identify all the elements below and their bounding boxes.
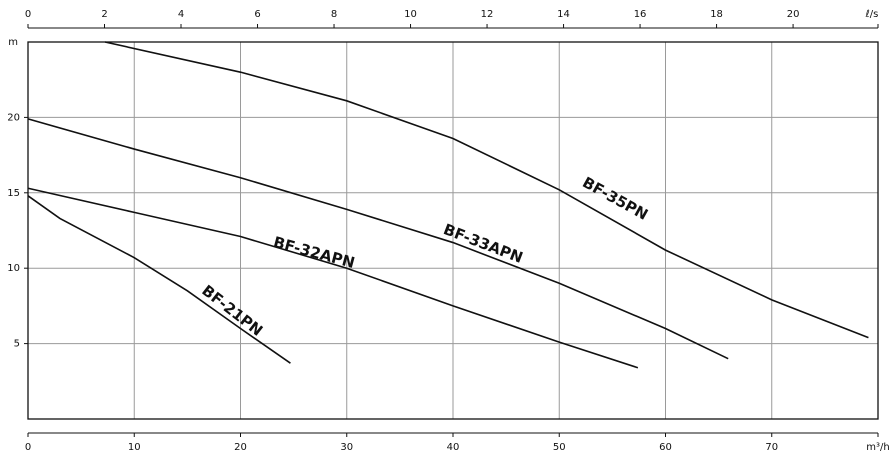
x-tick-label: 70 — [765, 442, 778, 453]
x-tick-label: 0 — [25, 442, 31, 453]
y-tick-label: 20 — [7, 112, 20, 123]
x-tick-label: 20 — [234, 442, 247, 453]
x2-tick-label: 8 — [331, 9, 337, 20]
x-axis-label: m³/h — [866, 442, 889, 453]
x2-tick-label: 6 — [254, 9, 260, 20]
y-tick-label: 5 — [14, 339, 20, 350]
x2-tick-label: 4 — [178, 9, 184, 20]
y-tick-label: 15 — [7, 188, 20, 199]
curve-label: BF-32APN — [271, 233, 356, 272]
x2-tick-label: 14 — [557, 9, 570, 20]
pump-curve — [27, 187, 639, 369]
x-tick-label: 60 — [659, 442, 672, 453]
x2-tick-label: 16 — [634, 9, 647, 20]
plot-frame — [27, 41, 879, 420]
x2-tick-label: 10 — [404, 9, 417, 20]
pump-curve — [27, 118, 729, 360]
x-tick-label: 40 — [447, 442, 460, 453]
x2-tick-label: 0 — [25, 9, 31, 20]
x2-tick-label: 12 — [481, 9, 494, 20]
curve-label: BF-21PN — [198, 281, 266, 339]
y-tick-label: 10 — [7, 263, 20, 274]
x-tick-label: 30 — [340, 442, 353, 453]
pump-curve — [27, 195, 291, 364]
x2-tick-label: 2 — [101, 9, 107, 20]
x-tick-label: 50 — [553, 442, 566, 453]
x2-tick-label: 18 — [710, 9, 723, 20]
x-tick-label: 10 — [128, 442, 141, 453]
x2-tick-label: 20 — [787, 9, 800, 20]
curve-label: BF-35PN — [579, 173, 651, 224]
pump-curve — [104, 41, 869, 339]
y-axis-label: m — [8, 37, 18, 48]
x2-axis-label: ℓ/s — [866, 9, 879, 20]
